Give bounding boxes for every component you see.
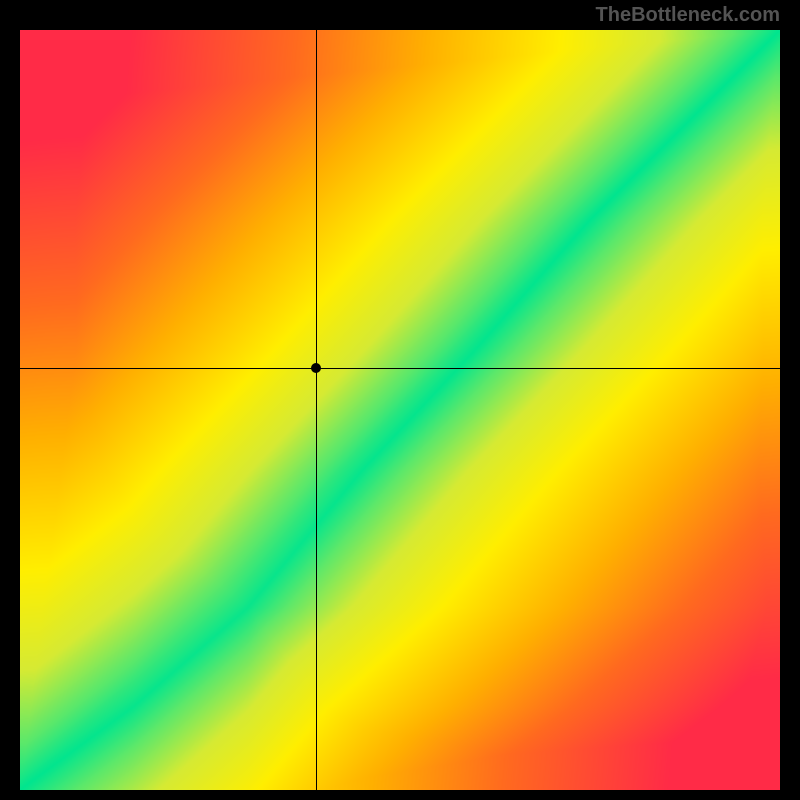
watermark-text: TheBottleneck.com bbox=[596, 4, 780, 27]
crosshair-marker bbox=[311, 363, 321, 373]
heatmap-canvas bbox=[20, 30, 780, 790]
chart-container: TheBottleneck.com bbox=[0, 0, 800, 800]
crosshair-vertical bbox=[316, 30, 317, 790]
crosshair-horizontal bbox=[20, 368, 780, 369]
heatmap-area bbox=[20, 30, 780, 790]
